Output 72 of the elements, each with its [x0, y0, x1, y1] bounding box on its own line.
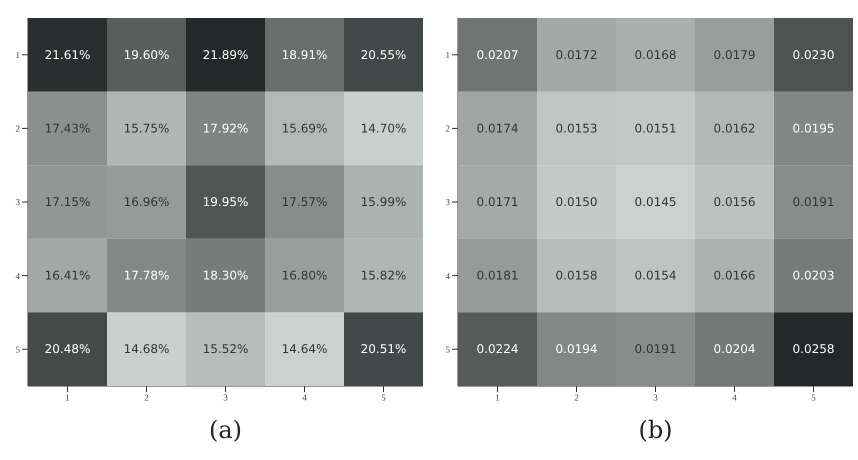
- x-tick-label: 4: [732, 392, 738, 402]
- y-tick-label: 4: [446, 270, 450, 281]
- x-tick-label: 3: [653, 392, 658, 402]
- data-label: 0.0194: [556, 342, 598, 356]
- data-label: 0.0203: [792, 268, 834, 283]
- y-tick-label: 3: [446, 197, 450, 208]
- data-label: 16.41%: [44, 268, 90, 283]
- data-label: 21.89%: [202, 48, 248, 62]
- y-tick-label: 3: [16, 197, 20, 208]
- data-label: 0.0195: [792, 121, 834, 136]
- data-label: 0.0174: [476, 121, 518, 136]
- data-label: 0.0230: [792, 48, 834, 62]
- x-tick-label: 4: [302, 392, 308, 402]
- x-axis-title: (a): [208, 416, 242, 444]
- y-tick-label: 5: [446, 344, 450, 354]
- data-label: 0.0179: [714, 48, 756, 62]
- y-tick-label: 1: [446, 50, 450, 60]
- data-label: 0.0191: [634, 342, 676, 356]
- y-tick-label: 2: [446, 124, 450, 134]
- x-axis-title: (b): [638, 416, 673, 444]
- data-label: 19.60%: [124, 48, 170, 62]
- y-tick-label: 2: [16, 124, 20, 134]
- y-tick-label: 4: [16, 270, 20, 281]
- data-label: 15.99%: [360, 195, 406, 209]
- x-tick-label: 3: [223, 392, 228, 402]
- x-tick-label: 2: [574, 392, 579, 402]
- data-label: 0.0168: [634, 48, 676, 62]
- data-label: 16.96%: [124, 195, 170, 209]
- data-label: 18.91%: [282, 48, 328, 62]
- data-label: 20.51%: [360, 342, 406, 356]
- data-label: 15.69%: [282, 121, 328, 136]
- data-label: 0.0204: [714, 342, 756, 356]
- data-label: 15.52%: [202, 342, 248, 356]
- x-tick-label: 5: [811, 392, 816, 402]
- data-label: 0.0150: [556, 195, 598, 209]
- x-tick-label: 5: [381, 392, 386, 402]
- data-label: 0.0162: [714, 121, 756, 136]
- data-label: 0.0151: [634, 121, 676, 136]
- data-label: 0.0171: [476, 195, 518, 209]
- data-label: 14.64%: [282, 342, 328, 356]
- y-tick-label: 1: [16, 50, 20, 60]
- data-label: 17.43%: [44, 121, 90, 136]
- data-label: 16.80%: [282, 268, 328, 283]
- x-tick-label: 2: [144, 392, 149, 402]
- data-label: 20.48%: [44, 342, 90, 356]
- data-label: 0.0158: [556, 268, 598, 283]
- data-label: 0.0207: [476, 48, 518, 62]
- data-label: 0.0145: [634, 195, 676, 209]
- y-tick-label: 5: [16, 344, 20, 354]
- data-label: 17.57%: [282, 195, 328, 209]
- data-label: 18.30%: [202, 268, 248, 283]
- data-label: 0.0154: [634, 268, 676, 283]
- data-label: 14.70%: [360, 121, 406, 136]
- data-label: 0.0191: [792, 195, 834, 209]
- data-label: 15.75%: [124, 121, 170, 136]
- x-tick-label: 1: [65, 392, 70, 402]
- data-label: 19.95%: [202, 195, 248, 209]
- data-label: 0.0224: [476, 342, 518, 356]
- data-label: 0.0153: [556, 121, 598, 136]
- data-label: 17.15%: [44, 195, 90, 209]
- data-label: 20.55%: [360, 48, 406, 62]
- data-label: 17.78%: [124, 268, 170, 283]
- x-tick-label: 1: [495, 392, 500, 402]
- data-label: 21.61%: [44, 48, 90, 62]
- data-label: 14.68%: [124, 342, 170, 356]
- data-label: 0.0258: [792, 342, 834, 356]
- data-label: 0.0156: [714, 195, 756, 209]
- data-label: 0.0166: [714, 268, 756, 283]
- data-label: 17.92%: [202, 121, 248, 136]
- data-label: 0.0172: [556, 48, 598, 62]
- data-label: 0.0181: [476, 268, 518, 283]
- data-label: 15.82%: [360, 268, 406, 283]
